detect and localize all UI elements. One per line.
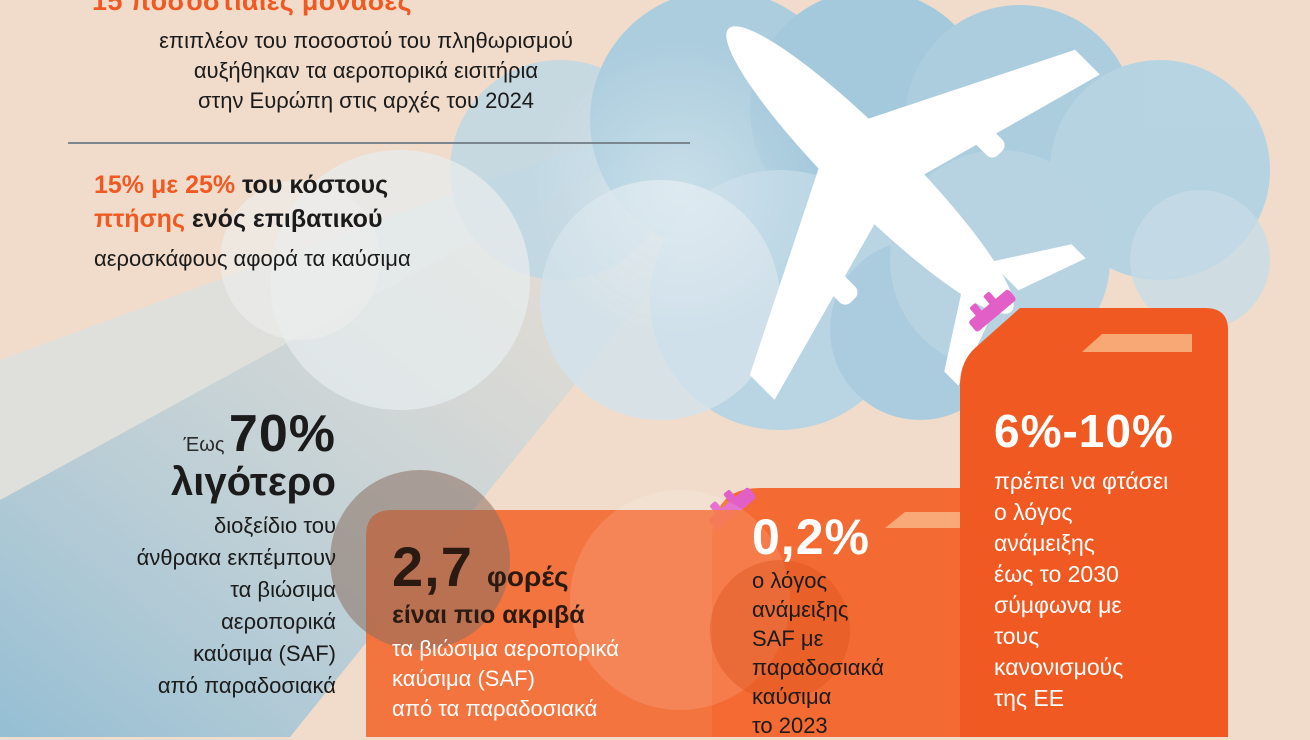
mix-2023-stat: 0,2% ο λόγος ανάμειξης SAF με παραδοσιακ… — [752, 508, 952, 740]
mix-desc-line: ανάμειξης — [752, 597, 849, 622]
target-desc-line: κανονισμούς — [994, 654, 1124, 680]
target-desc-line: πρέπει να φτάσει — [994, 468, 1169, 494]
fare-increase-text: επιπλέον του ποσοστού του πληθωρισμού αυ… — [96, 26, 636, 116]
price-value: 2,7 — [392, 535, 473, 598]
co2-desc-line: τα βιώσιμα — [230, 577, 336, 602]
price-stat: 2,7 φορές είναι πιο ακριβά τα βιώσιμα αερ… — [392, 534, 722, 724]
price-unit: φορές — [486, 561, 569, 592]
target-2030-stat: 6%-10% πρέπει να φτάσει ο λόγος ανάμειξη… — [994, 404, 1234, 714]
co2-prefix: Έως — [183, 434, 225, 456]
co2-qualifier: λιγότερο — [171, 460, 336, 504]
co2-desc-line: καύσιμα (SAF) — [193, 641, 336, 666]
divider — [68, 142, 690, 144]
fuel-cost-highlight: 15% με 25% — [94, 171, 236, 199]
mix-value: 0,2% — [752, 509, 870, 565]
target-desc-line: ο λόγος — [994, 499, 1073, 525]
price-desc-line: από τα παραδοσιακά — [392, 696, 598, 721]
co2-stat: Έως 70% λιγότερο διοξείδιο του άνθρακα ε… — [60, 408, 336, 702]
target-desc-line: ανάμειξης — [994, 530, 1095, 556]
target-desc-line: σύμφωνα με — [994, 592, 1122, 618]
mix-desc-line: ο λόγος — [752, 568, 828, 593]
fare-line: αυξήθηκαν τα αεροπορικά εισιτήρια — [193, 58, 539, 83]
mix-desc-line: SAF με — [752, 626, 824, 651]
fuel-cost-line-3: αεροσκάφους αφορά τα καύσιμα — [94, 246, 411, 271]
co2-value: 70% — [228, 405, 336, 463]
co2-desc-line: αεροπορικά — [221, 609, 336, 634]
fare-line: επιπλέον του ποσοστού του πληθωρισμού — [159, 28, 573, 53]
target-desc-line: της ΕΕ — [994, 685, 1065, 711]
fuel-cost-rest: του κόστους — [235, 171, 389, 199]
mix-desc-line: καύσιμα — [752, 684, 832, 709]
price-sub: είναι πιο ακριβά — [392, 601, 585, 629]
co2-desc-line: από παραδοσιακά — [157, 673, 336, 698]
target-desc-line: τους — [994, 623, 1040, 649]
fuel-cost-stat: 15% με 25% του κόστους πτήσης ενός επιβα… — [94, 168, 534, 276]
fare-line: στην Ευρώπη στις αρχές του 2024 — [197, 88, 535, 113]
mix-desc-line: το 2023 — [752, 713, 828, 738]
co2-desc-line: άνθρακα εκπέμπουν — [136, 545, 336, 570]
headline-cropped: 15 ποσοστιαίες μονάδες — [92, 0, 412, 16]
target-value: 6%-10% — [994, 405, 1174, 457]
target-desc-line: έως το 2030 — [994, 561, 1119, 587]
fuel-can-icon — [960, 289, 1228, 737]
co2-desc-line: διοξείδιο του — [213, 513, 336, 538]
mix-desc-line: παραδοσιακά — [752, 655, 884, 680]
price-desc-line: τα βιώσιμα αεροπορικά — [392, 636, 619, 661]
fuel-cost-highlight-2: πτήσης — [94, 205, 185, 233]
airplane-icon — [726, 26, 1100, 400]
price-desc-line: καύσιμα (SAF) — [392, 666, 535, 691]
fuel-cost-rest-2: ενός επιβατικού — [184, 205, 383, 233]
